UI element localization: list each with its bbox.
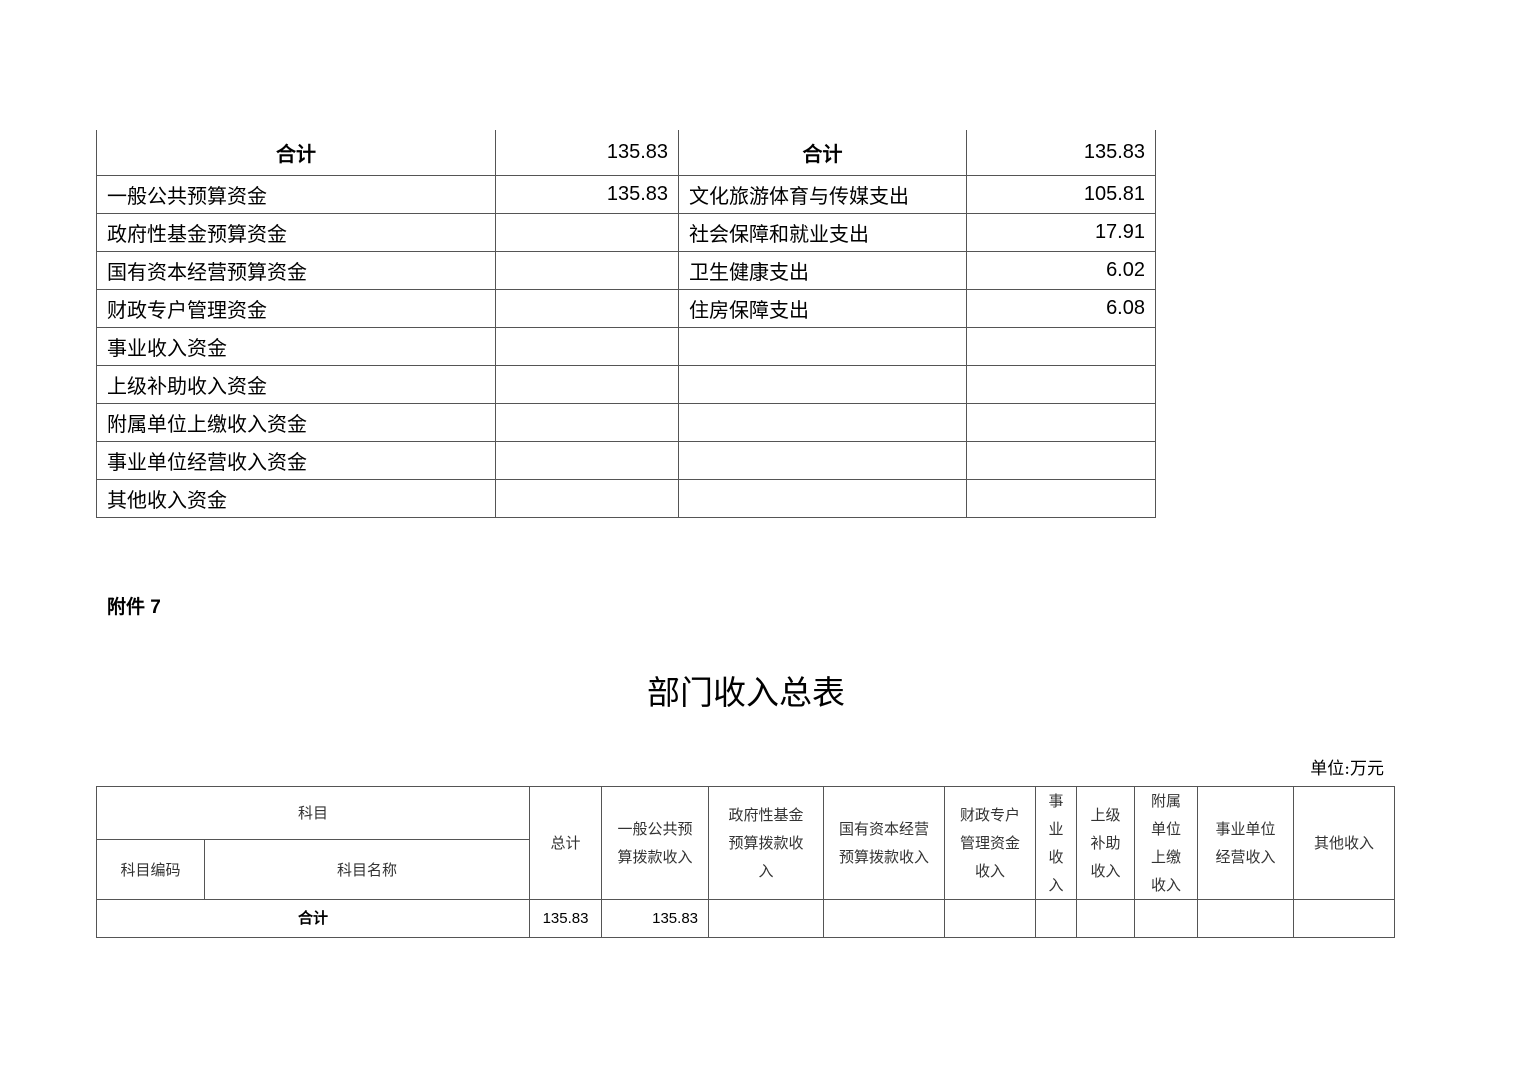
income-label: 一般公共预算资金 [96,175,496,214]
expense-value: 105.81 [966,175,1156,214]
total-value [708,899,825,938]
expense-value [966,365,1156,404]
column-header: 国有资本经营 预算拨款收入 [823,786,946,900]
table-row: 财政专户管理资金 住房保障支出 6.08 [96,289,1156,328]
expense-total-value: 135.83 [966,130,1156,176]
income-label: 上级补助收入资金 [96,365,496,404]
expense-total-label: 合计 [678,130,967,176]
table-row: 事业收入资金 [96,327,1156,366]
column-header: 附属 单位 上缴 收入 [1134,786,1199,900]
income-label: 财政专户管理资金 [96,289,496,328]
total-value [944,899,1037,938]
total-value [1134,899,1199,938]
income-value [495,327,679,366]
table-row: 事业单位经营收入资金 [96,441,1156,480]
expense-label: 社会保障和就业支出 [678,213,967,252]
income-summary-table: 科目 总计 一般公共预 算拨款收入 政府性基金 预算拨款收 入国有资本经营 预算拨款… [95,786,1396,938]
table-row: 合计 135.83 135.83 [95,899,1396,938]
expense-label [678,403,967,442]
subject-header: 科目 [95,786,531,840]
subject-name-header: 科目名称 [203,839,531,900]
income-total-label: 合计 [96,130,496,176]
expense-label [678,327,967,366]
total-value: 135.83 [601,899,710,938]
column-header: 事 业 收 入 [1035,786,1078,900]
column-header: 上级 补助 收入 [1076,786,1136,900]
unit-label: 单位:万元 [1310,759,1384,779]
total-value [1076,899,1136,938]
total-value [823,899,946,938]
income-value [495,213,679,252]
table-row: 政府性基金预算资金 社会保障和就业支出 17.91 [96,213,1156,252]
table-subheader-row: 科目编码 科目名称 [96,839,1395,900]
expense-label [678,479,967,518]
income-label: 国有资本经营预算资金 [96,251,496,290]
income-value [495,479,679,518]
expense-label: 住房保障支出 [678,289,967,328]
column-header: 一般公共预 算拨款收入 [601,786,710,900]
expense-label: 卫生健康支出 [678,251,967,290]
subject-code-header: 科目编码 [96,839,205,900]
column-header: 政府性基金 预算拨款收 入 [708,786,825,900]
income-value [495,441,679,480]
income-label: 事业收入资金 [96,327,496,366]
total-label: 合计 [95,899,531,938]
budget-summary-table: 合计 135.83 合计 135.83 一般公共预算资金 135.83 文化旅游体育… [96,130,1156,518]
total-value: 135.83 [529,899,603,938]
table-row: 附属单位上缴收入资金 [96,403,1156,442]
table-row: 其他收入资金 [96,479,1156,518]
expense-value: 17.91 [966,213,1156,252]
total-value [1035,899,1078,938]
income-label: 政府性基金预算资金 [96,213,496,252]
column-header: 事业单位 经营收入 [1197,786,1295,900]
total-value [1197,899,1295,938]
expense-label [678,365,967,404]
total-value [1293,899,1396,938]
income-total-value: 135.83 [495,130,679,176]
attachment-label: 附件 7 [107,597,161,618]
income-label: 附属单位上缴收入资金 [96,403,496,442]
table-row: 国有资本经营预算资金 卫生健康支出 6.02 [96,251,1156,290]
income-value [495,403,679,442]
table-header-row: 合计 135.83 合计 135.83 [96,130,1156,176]
column-header: 总计 [529,786,603,900]
table-header-row: 科目 总计 一般公共预 算拨款收入 政府性基金 预算拨款收 入国有资本经营 预算拨款… [95,786,1396,900]
income-value [495,251,679,290]
expense-value [966,479,1156,518]
income-label: 其他收入资金 [96,479,496,518]
income-value: 135.83 [495,175,679,214]
expense-value [966,327,1156,366]
expense-value: 6.08 [966,289,1156,328]
expense-value [966,441,1156,480]
table-row: 上级补助收入资金 [96,365,1156,404]
column-header: 财政专户 管理资金 收入 [944,786,1037,900]
table-row: 一般公共预算资金 135.83 文化旅游体育与传媒支出 105.81 [96,175,1156,214]
income-value [495,289,679,328]
column-header: 其他收入 [1293,786,1396,900]
income-value [495,365,679,404]
income-label: 事业单位经营收入资金 [96,441,496,480]
expense-label: 文化旅游体育与传媒支出 [678,175,967,214]
expense-value [966,403,1156,442]
expense-label [678,441,967,480]
expense-value: 6.02 [966,251,1156,290]
page-title: 部门收入总表 [647,673,845,712]
